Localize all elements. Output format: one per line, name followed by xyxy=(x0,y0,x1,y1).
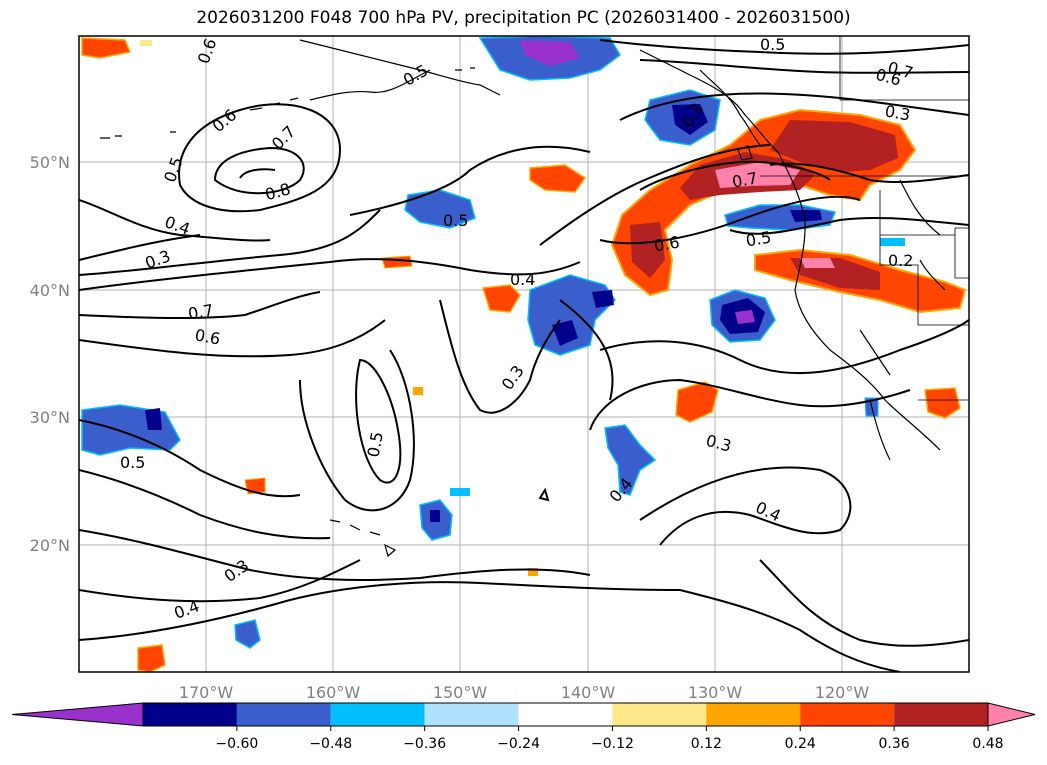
contour-label: 0.3 xyxy=(704,431,734,456)
contour-label: 0.8 xyxy=(263,179,293,204)
lon-tick-label: 170°W xyxy=(179,683,234,702)
colorbar-extend-low xyxy=(11,702,144,727)
contour-label: 0.5 xyxy=(160,154,187,184)
lon-tick-label: 130°W xyxy=(688,683,743,702)
colorbar-tick-label: 0.12 xyxy=(691,736,722,752)
lon-tick-label: 120°W xyxy=(815,683,870,702)
colorbar: −0.60 −0.48 −0.36 −0.24 −0.12 0.12 0.24 0.36 0.4… xyxy=(11,702,1036,752)
colorbar-swatch xyxy=(424,703,519,726)
contour-label: 0.3 xyxy=(221,556,253,586)
contour-label: 0.6 xyxy=(193,325,221,348)
latitude-axis: 50°N 40°N 30°N 20°N xyxy=(30,153,70,555)
colorbar-swatch xyxy=(143,703,237,726)
coastlines xyxy=(100,39,946,558)
contour-label: 0.7 xyxy=(187,300,215,323)
colorbar-tick-label: −0.60 xyxy=(215,736,258,752)
contour-label: 0.5 xyxy=(364,430,387,458)
colorbar-tick-label: −0.48 xyxy=(309,736,352,752)
longitude-axis: 170°W 160°W 150°W 140°W 130°W 120°W xyxy=(179,683,870,702)
contour-label: 0.5 xyxy=(760,35,785,54)
contour-label: 0.2 xyxy=(888,251,913,270)
lat-tick-label: 40°N xyxy=(30,281,70,300)
lon-tick-label: 140°W xyxy=(561,683,616,702)
contour-label: 0.3 xyxy=(883,101,911,124)
lat-tick-label: 20°N xyxy=(30,536,70,555)
colorbar-swatch xyxy=(800,703,895,726)
colorbar-swatch xyxy=(894,703,988,726)
colorbar-tick-label: −0.36 xyxy=(403,736,446,752)
lat-tick-label: 50°N xyxy=(30,153,70,172)
political-borders xyxy=(760,36,969,401)
negative-precip-regions xyxy=(81,36,905,649)
colorbar-swatch xyxy=(330,703,425,726)
lon-tick-label: 150°W xyxy=(433,683,488,702)
pv-contours xyxy=(79,39,969,672)
colorbar-swatch xyxy=(612,703,707,726)
lon-tick-label: 160°W xyxy=(306,683,361,702)
plot-frame xyxy=(78,35,970,673)
colorbar-tick-label: −0.12 xyxy=(591,736,634,752)
contour-label: 0.4 xyxy=(753,498,784,526)
contour-label: 0.5 xyxy=(744,227,772,250)
colorbar-swatch xyxy=(706,703,801,726)
colorbar-tick-label: −0.24 xyxy=(497,736,540,752)
colorbar-tick-label: 0.24 xyxy=(785,736,816,752)
map-title: 2026031200 F048 700 hPa PV, precipitatio… xyxy=(196,8,851,28)
contour-label: 0.7 xyxy=(731,168,759,191)
colorbar-extend-high xyxy=(987,702,1036,727)
contour-label: 0.5 xyxy=(443,211,468,230)
lat-tick-label: 30°N xyxy=(30,408,70,427)
colorbar-tick-label: 0.36 xyxy=(879,736,910,752)
contour-label: 0.6 xyxy=(653,232,681,255)
contour-label: 0.5 xyxy=(120,453,145,472)
map-plot-area xyxy=(79,36,969,672)
contour-label: 0.3 xyxy=(143,246,173,273)
colorbar-swatch xyxy=(518,703,613,726)
contour-label: 0.5 xyxy=(400,60,432,89)
positive-precip-regions xyxy=(81,37,967,672)
colorbar-tick-label: 0.48 xyxy=(972,736,1003,752)
contour-label: 0.6 xyxy=(194,36,221,66)
colorbar-swatch xyxy=(236,703,331,726)
contour-label: 0.4 xyxy=(510,270,535,289)
colorbar-frame xyxy=(142,702,989,727)
contour-label: 0.6 xyxy=(209,105,241,136)
contour-label: 0.3 xyxy=(498,362,528,394)
